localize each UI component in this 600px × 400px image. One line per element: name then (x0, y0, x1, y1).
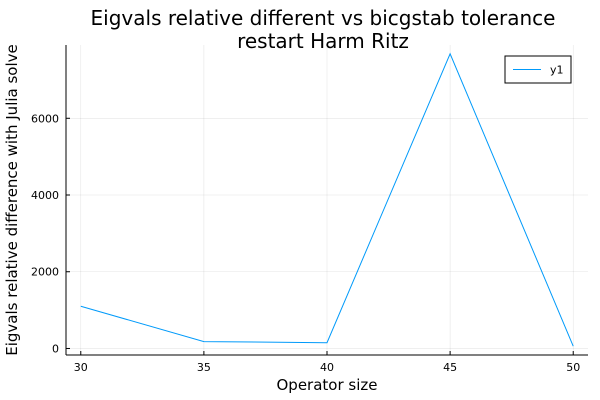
grid-layer (66, 45, 588, 355)
y-tick-label: 0 (52, 342, 59, 355)
data-point-y1-50 (573, 346, 574, 347)
data-point-y1-35 (203, 341, 204, 342)
x-tick-label: 30 (74, 361, 88, 374)
chart-title-line2: restart Harm Ritz (237, 29, 409, 53)
x-tick-label: 45 (443, 361, 457, 374)
data-point-y1-45 (450, 53, 451, 54)
x-tick-label: 35 (197, 361, 211, 374)
x-tick-label: 40 (320, 361, 334, 374)
chart-title-line1: Eigvals relative different vs bicgstab t… (91, 6, 556, 30)
series-layer (80, 52, 574, 347)
data-point-y1-30 (80, 306, 81, 307)
series-line-y1 (80, 52, 574, 347)
x-axis-label: Operator size (277, 376, 378, 394)
y-tick-label: 4000 (31, 189, 59, 202)
legend-label-y1: y1 (550, 64, 564, 77)
data-point-y1-40 (327, 342, 328, 343)
tick-layer: 30 35 40 45 50 0 2000 4000 6000 (31, 112, 580, 374)
y-tick-label: 2000 (31, 266, 59, 279)
y-tick-label: 6000 (31, 112, 59, 125)
legend: y1 (504, 55, 572, 84)
y-axis-label: Eigvals relative difference with Julia s… (3, 44, 21, 355)
x-tick-label: 50 (566, 361, 580, 374)
